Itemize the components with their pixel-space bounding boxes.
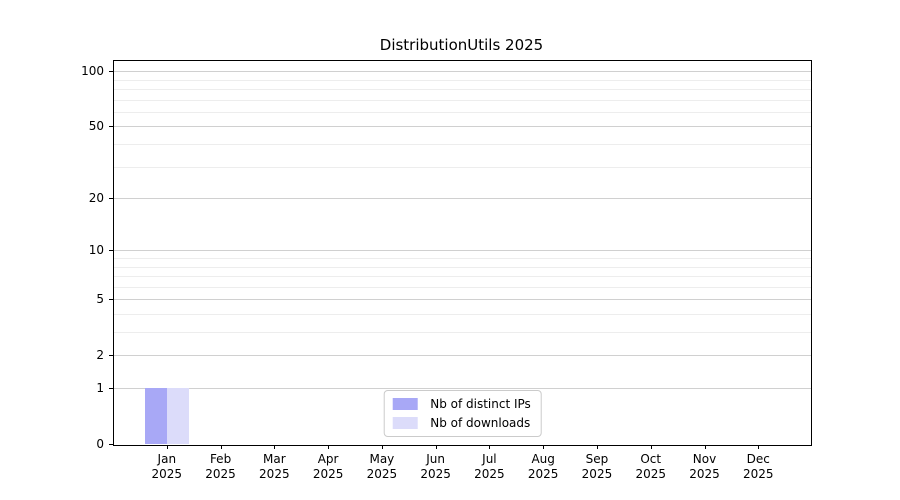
major-gridline: [114, 250, 811, 252]
minor-gridline: [114, 276, 811, 278]
x-tick-mark: [166, 445, 168, 449]
y-tick-label: 50: [88, 119, 104, 134]
x-tick-month: Apr: [317, 452, 339, 466]
x-tick-year: 2025: [527, 467, 559, 481]
major-gridline: [114, 126, 811, 128]
x-tick-month: Jun: [426, 452, 446, 466]
legend-swatch-downloads: [392, 417, 418, 429]
minor-gridline: [114, 79, 811, 81]
y-tick-mark: [109, 388, 113, 389]
x-tick-month: Aug: [531, 452, 555, 466]
minor-gridline: [114, 111, 811, 113]
bar-distinct-ips: [144, 388, 167, 444]
minor-gridline: [114, 89, 811, 90]
x-tick-year: 2025: [420, 467, 451, 481]
x-tick-year: 2025: [151, 467, 183, 481]
x-tick-label: Jan 2025: [139, 452, 195, 482]
y-tick-label: 2: [96, 348, 104, 363]
bar-downloads: [166, 388, 189, 444]
x-tick-year: 2025: [205, 467, 236, 481]
minor-gridline: [114, 166, 811, 168]
y-tick-label: 0: [96, 437, 104, 451]
legend-label-distinct-ips: Nb of distinct IPs: [430, 397, 531, 411]
major-gridline: [114, 299, 811, 301]
x-tick-mark: [489, 445, 491, 449]
x-tick-month: Jan: [157, 452, 177, 466]
minor-gridline: [114, 313, 811, 315]
y-tick-mark: [109, 444, 113, 445]
legend-swatch-distinct-ips: [392, 398, 418, 410]
y-tick-label: 10: [88, 243, 104, 258]
x-tick-label: Aug 2025: [515, 452, 571, 482]
x-tick-label: Nov 2025: [677, 452, 733, 482]
minor-gridline: [114, 144, 811, 145]
x-tick-month: Jul: [482, 452, 497, 466]
y-tick-label: 100: [81, 64, 104, 79]
x-tick-year: 2025: [366, 467, 398, 481]
minor-gridline: [114, 99, 811, 101]
x-tick-label: Sep 2025: [569, 452, 625, 482]
y-tick-label: 1: [96, 381, 104, 395]
x-tick-label: May 2025: [354, 452, 410, 482]
y-tick-mark: [109, 126, 113, 128]
x-tick-mark: [274, 445, 276, 449]
legend: Nb of distinct IPs Nb of downloads: [383, 390, 542, 437]
legend-item-distinct-ips: Nb of distinct IPs: [392, 397, 531, 411]
y-tick-mark: [109, 198, 113, 200]
x-tick-year: 2025: [689, 467, 720, 481]
x-tick-year: 2025: [581, 467, 613, 481]
legend-label-downloads: Nb of downloads: [430, 416, 531, 430]
y-tick-mark: [109, 250, 113, 252]
major-gridline: [114, 198, 811, 200]
y-tick-label: 5: [96, 292, 104, 307]
x-tick-mark: [381, 445, 383, 449]
legend-item-downloads: Nb of downloads: [392, 416, 531, 430]
y-tick-mark: [109, 71, 113, 73]
x-tick-year: 2025: [635, 467, 666, 481]
x-tick-year: 2025: [742, 467, 774, 481]
x-tick-mark: [220, 445, 222, 449]
x-tick-mark: [650, 445, 652, 449]
x-tick-mark: [704, 445, 706, 449]
minor-gridline: [114, 257, 811, 259]
plot-area: Nb of distinct IPs Nb of downloads: [113, 60, 812, 446]
x-tick-month: May: [369, 452, 395, 466]
x-tick-mark: [758, 445, 760, 449]
x-tick-label: Jul 2025: [461, 452, 517, 482]
major-gridline: [114, 355, 811, 357]
x-tick-label: Jun 2025: [408, 452, 464, 482]
x-tick-label: Mar 2025: [246, 452, 302, 482]
minor-gridline: [114, 332, 811, 333]
x-tick-year: 2025: [474, 467, 505, 481]
minor-gridline: [114, 286, 811, 288]
x-tick-year: 2025: [312, 467, 344, 481]
x-tick-label: Oct 2025: [623, 452, 679, 482]
x-tick-month: Oct: [640, 452, 662, 466]
chart-title: DistributionUtils 2025: [379, 36, 544, 54]
x-tick-year: 2025: [259, 467, 290, 481]
major-gridline: [114, 71, 811, 73]
x-tick-mark: [328, 445, 330, 449]
x-tick-mark: [596, 445, 598, 449]
y-tick-label: 20: [88, 191, 104, 206]
x-tick-label: Dec 2025: [730, 452, 786, 482]
major-gridline: [114, 388, 811, 389]
y-tick-mark: [109, 355, 113, 357]
y-tick-mark: [109, 299, 113, 301]
x-tick-month: Feb: [209, 452, 232, 466]
x-tick-month: Mar: [263, 452, 286, 466]
x-tick-mark: [543, 445, 545, 449]
x-tick-label: Apr 2025: [300, 452, 356, 482]
x-tick-month: Dec: [746, 452, 770, 466]
x-tick-label: Feb 2025: [193, 452, 249, 482]
x-tick-mark: [435, 445, 437, 449]
x-tick-month: Sep: [585, 452, 609, 466]
x-tick-month: Nov: [692, 452, 717, 466]
minor-gridline: [114, 266, 811, 268]
